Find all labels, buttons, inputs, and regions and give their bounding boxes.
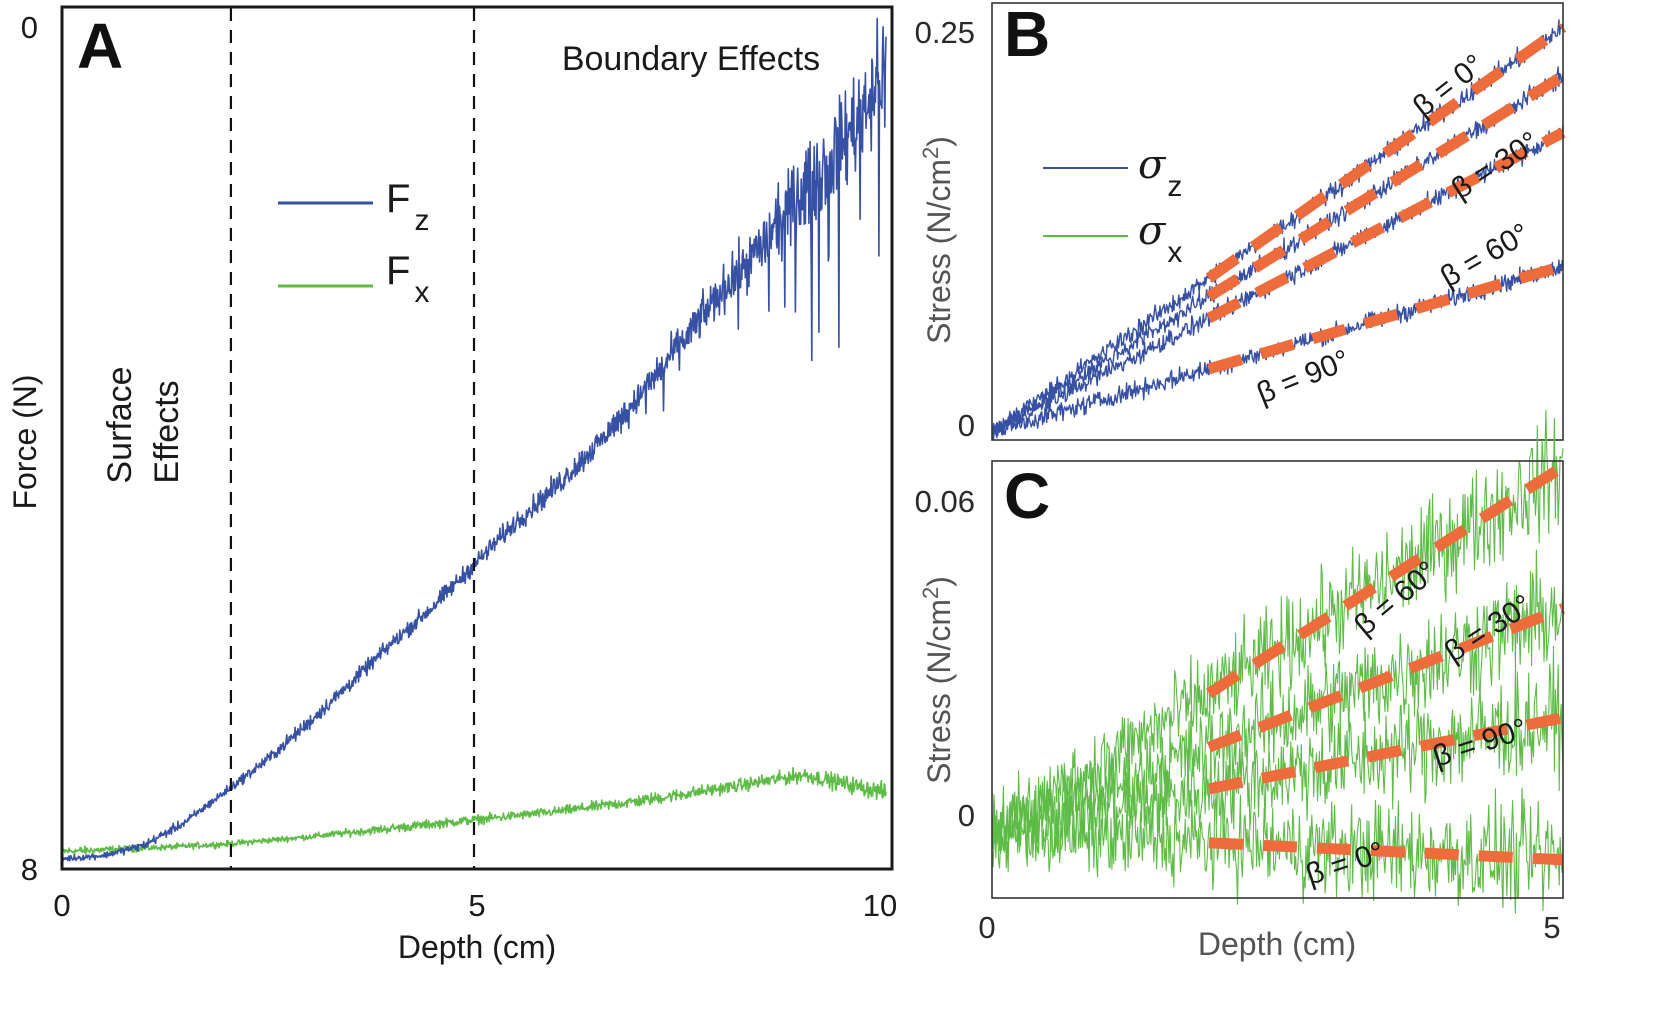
y-axis-label: Stress (N/cm2) (918, 136, 957, 344)
panel-b-legend: σz σx (1043, 142, 1182, 269)
fit-line (1206, 71, 1566, 302)
fit-line (1207, 712, 1565, 795)
panel-c: C 0.06 0 0 5 Depth (cm) Stress (N/cm2) β… (915, 409, 1566, 962)
sigma-z-series-line (991, 19, 1564, 435)
surface-effects-annotation: Surface (101, 366, 139, 483)
fit-line (1207, 260, 1565, 375)
x-tick-label: 5 (1543, 910, 1560, 945)
fx-series-line (61, 767, 887, 856)
fit-line (1205, 22, 1567, 283)
y-axis-label: Force (N) (7, 374, 43, 509)
sigma-x-series-line (991, 645, 1564, 867)
sigma-x-series-line (991, 785, 1564, 914)
sigma-x-series-line (991, 409, 1564, 868)
y-tick-label: 0.06 (915, 484, 975, 519)
panel-b: B 0.25 0 Stress (N/cm2) σz σx β = 0° β =… (915, 0, 1567, 443)
fit-line (1206, 603, 1566, 753)
surface-effects-annotation: Effects (148, 380, 186, 483)
y-tick-label: 8 (21, 852, 38, 887)
panel-b-frame (991, 2, 1564, 441)
fit-line (1206, 461, 1566, 699)
panel-c-letter: C (1004, 460, 1050, 532)
fit-line (1206, 127, 1566, 323)
y-tick-label: 0.25 (915, 15, 975, 50)
panel-a-letter: A (77, 10, 123, 82)
panel-b-fit-lines (1205, 22, 1567, 375)
x-tick-label: 0 (978, 910, 995, 945)
x-tick-label: 0 (53, 888, 70, 923)
y-axis-label: Stress (N/cm2) (918, 576, 957, 784)
panel-c-series (991, 409, 1564, 914)
y-tick-label: 0 (958, 798, 975, 833)
y-tick-label: 0 (21, 10, 38, 45)
panel-a: A 0 8 0 5 10 Depth (cm) Force (N) Surfac… (7, 5, 897, 965)
x-axis-label: Depth (cm) (1198, 926, 1356, 962)
legend-label: σz (1138, 142, 1182, 203)
x-tick-label: 10 (863, 888, 897, 923)
fit-line (1208, 837, 1564, 866)
panel-a-frame (60, 5, 894, 871)
panel-b-letter: B (1004, 0, 1050, 70)
x-tick-label: 5 (468, 888, 485, 923)
panel-c-frame (991, 460, 1564, 899)
panel-c-fit-lines (1206, 461, 1566, 866)
x-axis-label: Depth (cm) (398, 929, 556, 965)
legend-label: σx (1138, 208, 1182, 269)
y-tick-label: 0 (958, 408, 975, 443)
boundary-effects-annotation: Boundary Effects (562, 40, 820, 78)
